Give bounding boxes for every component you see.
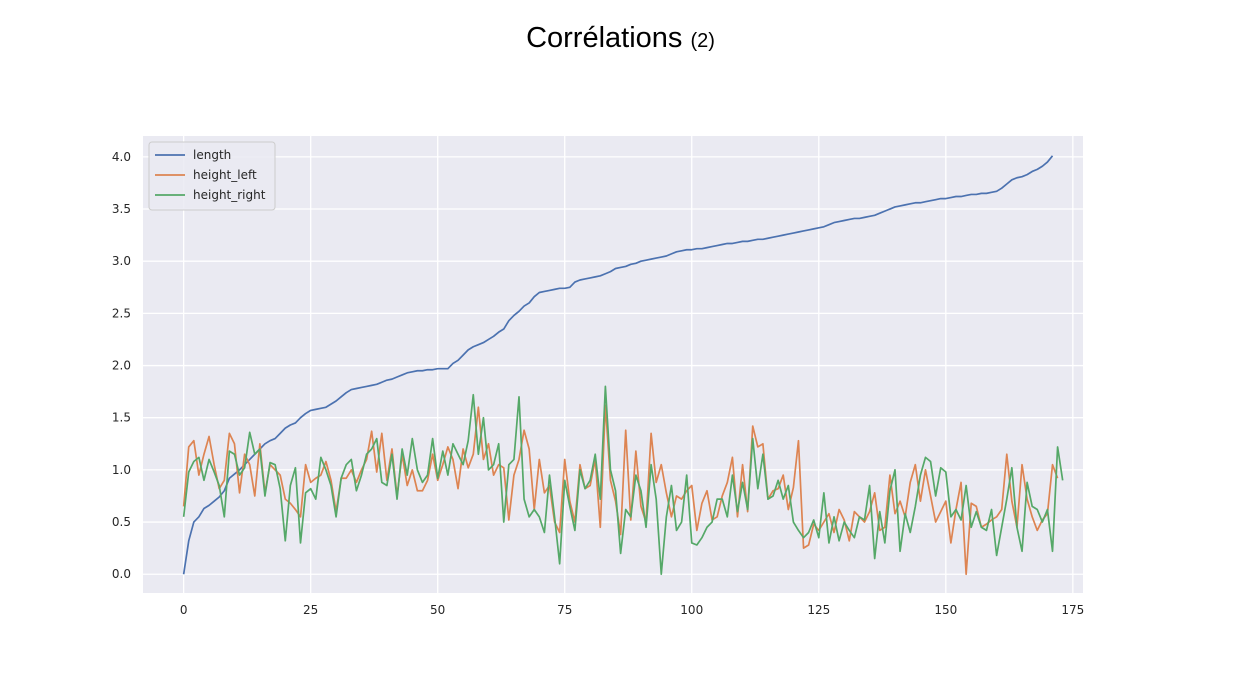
slide-title-main: Corrélations [526, 22, 683, 54]
grid-lines [143, 136, 1083, 593]
series-line-height-left [182, 404, 1059, 576]
legend-box [148, 141, 276, 211]
y-tick-label: 1.5 [112, 411, 131, 425]
x-tick-label: 100 [680, 603, 703, 617]
y-tick-label: 2.5 [112, 306, 131, 320]
x-tick-label: 125 [807, 603, 830, 617]
y-tick-label: 3.0 [112, 254, 131, 268]
y-tick-label: 4.0 [112, 150, 131, 164]
y-tick-label: 0.0 [112, 567, 131, 581]
series-line-height-right [182, 385, 1064, 576]
series-lines [182, 155, 1064, 576]
x-tick-label: 0 [180, 603, 188, 617]
y-axis-ticks: 0.0 0.5 1.0 1.5 2.0 2.5 3.0 3.5 4.0 [112, 150, 131, 581]
y-tick-label: 0.5 [112, 515, 131, 529]
x-axis-ticks: 0 25 50 75 100 125 150 175 [180, 603, 1084, 617]
legend-label: height_right [193, 188, 266, 202]
x-tick-label: 25 [303, 603, 318, 617]
x-tick-label: 150 [934, 603, 957, 617]
x-tick-label: 175 [1061, 603, 1084, 617]
y-tick-label: 1.0 [112, 463, 131, 477]
y-tick-label: 2.0 [112, 359, 131, 373]
y-tick-label: 3.5 [112, 202, 131, 216]
legend-label: height_left [193, 168, 257, 182]
x-tick-label: 50 [430, 603, 445, 617]
slide-title: Corrélations (2) [0, 22, 1241, 55]
legend-label: length [193, 148, 231, 162]
series-line-length [182, 155, 1054, 575]
legend: length height_left height_right [148, 141, 276, 211]
x-tick-label: 75 [557, 603, 572, 617]
slide-title-suffix: (2) [690, 30, 715, 52]
